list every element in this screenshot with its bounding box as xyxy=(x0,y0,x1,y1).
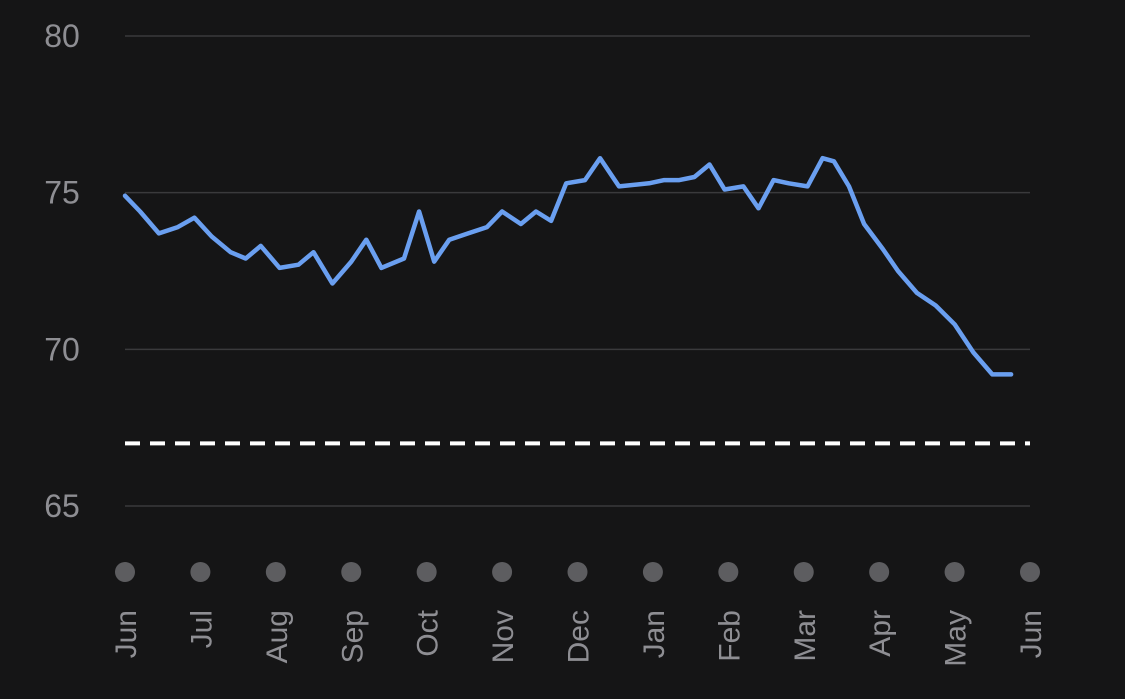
x-tick-marker xyxy=(190,562,211,582)
x-tick-label: Aug xyxy=(261,610,294,663)
series-line xyxy=(122,155,1014,377)
x-tick-label: Dec xyxy=(563,610,596,663)
x-tick-label: Jul xyxy=(185,610,218,648)
y-tick-label: 70 xyxy=(44,331,80,367)
y-axis-ticks: 80 75 70 65 xyxy=(44,18,80,524)
x-tick-marker xyxy=(869,562,890,582)
x-tick-label: Nov xyxy=(487,610,520,663)
x-tick-label: May xyxy=(940,610,973,667)
x-tick-marker xyxy=(642,562,663,582)
x-tick-label: Apr xyxy=(864,610,897,657)
x-tick-marker xyxy=(793,562,814,582)
y-tick-label: 65 xyxy=(44,488,80,524)
x-tick-label: Jun xyxy=(110,610,143,658)
series-layer xyxy=(122,155,1014,377)
y-tick-label: 80 xyxy=(44,18,80,54)
y-tick-label: 75 xyxy=(44,175,80,211)
x-tick-marker xyxy=(265,562,286,582)
x-axis-markers xyxy=(115,562,1040,582)
x-tick-marker xyxy=(718,562,739,582)
x-tick-label: Jun xyxy=(1015,610,1048,658)
x-tick-label: Oct xyxy=(412,609,445,656)
x-tick-marker xyxy=(341,562,362,582)
x-tick-label: Sep xyxy=(336,610,369,663)
grid-lines xyxy=(125,35,1030,507)
x-tick-marker xyxy=(1020,562,1040,582)
x-tick-label: Mar xyxy=(789,610,822,662)
x-tick-label: Feb xyxy=(713,610,746,662)
x-tick-marker xyxy=(944,562,965,582)
x-tick-marker xyxy=(416,562,437,582)
x-tick-label: Jan xyxy=(638,610,671,658)
x-tick-marker xyxy=(567,562,588,582)
x-axis-ticks: Jun Jul Aug Sep Oct Nov Dec Jan Feb Mar Apr May Jun xyxy=(110,609,1048,666)
x-tick-marker xyxy=(115,562,135,582)
x-tick-marker xyxy=(492,562,513,582)
